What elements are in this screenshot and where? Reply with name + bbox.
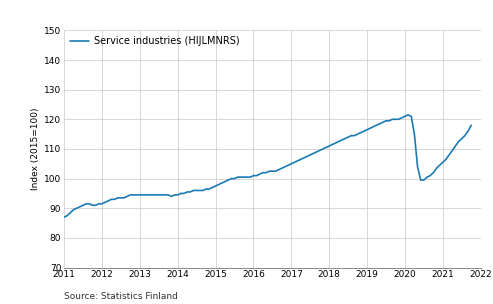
Service industries (HIJLMNRS) <box>468 123 474 127</box>
Y-axis label: Index (2015=100): Index (2015=100) <box>31 108 40 190</box>
Line: Service industries (HIJLMNRS): Service industries (HIJLMNRS) <box>64 115 471 217</box>
Service industries (HIJLMNRS) <box>329 143 335 146</box>
Service industries (HIJLMNRS) <box>405 113 411 117</box>
Service industries (HIJLMNRS) <box>380 120 386 124</box>
Service industries (HIJLMNRS) <box>61 215 67 219</box>
Service industries (HIJLMNRS) <box>273 169 279 173</box>
Service industries (HIJLMNRS) <box>235 175 241 179</box>
Service industries (HIJLMNRS) <box>361 129 367 133</box>
Service industries (HIJLMNRS) <box>172 193 177 197</box>
Text: Source: Statistics Finland: Source: Statistics Finland <box>64 292 178 301</box>
Legend: Service industries (HIJLMNRS): Service industries (HIJLMNRS) <box>67 33 243 49</box>
